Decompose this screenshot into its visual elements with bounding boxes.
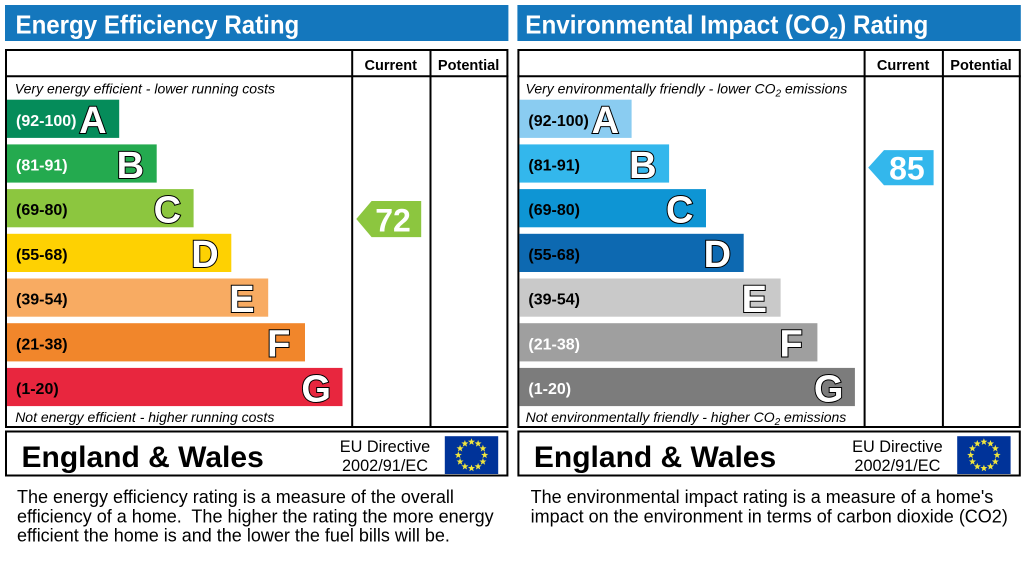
svg-text:(81-91): (81-91) xyxy=(16,158,68,175)
svg-text:A: A xyxy=(79,100,106,142)
svg-text:England & Wales: England & Wales xyxy=(22,441,264,474)
svg-text:2002/91/EC: 2002/91/EC xyxy=(854,457,940,475)
svg-text:Potential: Potential xyxy=(950,58,1011,74)
svg-text:EU Directive: EU Directive xyxy=(852,438,942,456)
svg-text:Current: Current xyxy=(364,58,417,74)
svg-text:Environmental Impact (CO2) Rat: Environmental Impact (CO2) Rating xyxy=(525,11,928,43)
svg-text:efficient the home is and the: efficient the home is and the lower the … xyxy=(17,526,450,546)
svg-text:(69-80): (69-80) xyxy=(528,202,580,219)
svg-text:EU Directive: EU Directive xyxy=(340,438,430,456)
svg-text:(39-54): (39-54) xyxy=(528,292,580,309)
svg-text:G: G xyxy=(301,368,331,410)
svg-text:G: G xyxy=(814,368,844,410)
svg-text:F: F xyxy=(779,324,802,366)
svg-text:(69-80): (69-80) xyxy=(16,202,68,219)
svg-text:C: C xyxy=(666,190,693,232)
svg-text:Potential: Potential xyxy=(438,58,499,74)
svg-text:(1-20): (1-20) xyxy=(16,381,59,398)
svg-text:The energy efficiency rating i: The energy efficiency rating is a measur… xyxy=(17,487,454,507)
svg-text:D: D xyxy=(191,234,218,276)
svg-text:Very energy efficient - lower: Very energy efficient - lower running co… xyxy=(15,80,275,96)
svg-text:Very environmentally friendly: Very environmentally friendly - lower CO… xyxy=(526,80,848,99)
svg-text:impact on the environment in t: impact on the environment in terms of ca… xyxy=(531,507,1008,527)
svg-text:(92-100): (92-100) xyxy=(528,113,588,130)
svg-text:(81-91): (81-91) xyxy=(528,158,580,175)
svg-text:Not energy efficient - higher: Not energy efficient - higher running co… xyxy=(15,409,274,425)
svg-text:B: B xyxy=(117,145,144,187)
svg-text:efficiency of a home. The hig: efficiency of a home. The higher the rat… xyxy=(17,507,494,527)
svg-text:Current: Current xyxy=(877,58,930,74)
svg-text:D: D xyxy=(704,234,731,276)
svg-text:B: B xyxy=(629,145,656,187)
svg-text:E: E xyxy=(742,279,767,321)
svg-text:(55-68): (55-68) xyxy=(16,247,68,264)
svg-text:The environmental impact ratin: The environmental impact rating is a mea… xyxy=(531,487,994,507)
svg-text:F: F xyxy=(267,324,290,366)
svg-text:Not environmentally friendly -: Not environmentally friendly - higher CO… xyxy=(526,409,847,428)
svg-text:(1-20): (1-20) xyxy=(528,381,571,398)
svg-text:(39-54): (39-54) xyxy=(16,292,68,309)
svg-text:A: A xyxy=(592,100,619,142)
svg-text:72: 72 xyxy=(375,202,411,238)
svg-text:85: 85 xyxy=(889,150,925,186)
svg-text:Energy Efficiency Rating: Energy Efficiency Rating xyxy=(16,11,300,40)
svg-text:(92-100): (92-100) xyxy=(16,113,76,130)
svg-text:E: E xyxy=(229,279,254,321)
svg-text:(21-38): (21-38) xyxy=(528,336,580,353)
svg-text:(21-38): (21-38) xyxy=(16,336,68,353)
svg-text:2002/91/EC: 2002/91/EC xyxy=(342,457,428,475)
svg-text:England & Wales: England & Wales xyxy=(534,441,776,474)
svg-text:C: C xyxy=(154,190,181,232)
svg-text:(55-68): (55-68) xyxy=(528,247,580,264)
